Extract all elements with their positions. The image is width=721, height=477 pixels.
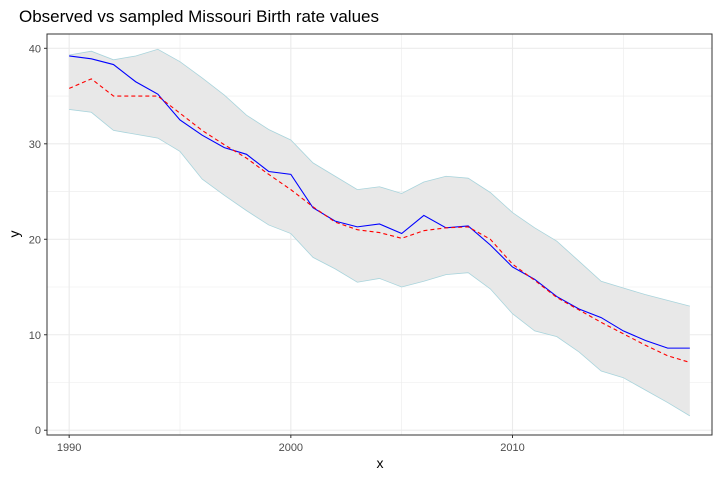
series-line-sampled (68, 78, 690, 363)
y-tick-label: 40 (29, 43, 41, 55)
x-axis-title: x (377, 455, 384, 471)
plot-area: 0 10 20 30 40 1990 2000 2010 (29, 33, 713, 454)
x-tick-label: 1990 (57, 442, 81, 454)
y-tick-label: 20 (29, 234, 41, 246)
series-line-observed (69, 55, 690, 349)
y-axis-title: y (6, 231, 22, 238)
band-upper-edge (69, 48, 690, 307)
y-tick-label: 30 (29, 139, 41, 151)
x-tick-label: 2000 (279, 442, 303, 454)
band-lower-edge (69, 109, 691, 417)
y-tick-label: 10 (29, 330, 41, 342)
panel-border (46, 33, 713, 436)
chart-title: Observed vs sampled Missouri Birth rate … (19, 7, 379, 26)
x-tick-label: 2010 (500, 442, 524, 454)
y-tick-label: 0 (35, 425, 41, 437)
